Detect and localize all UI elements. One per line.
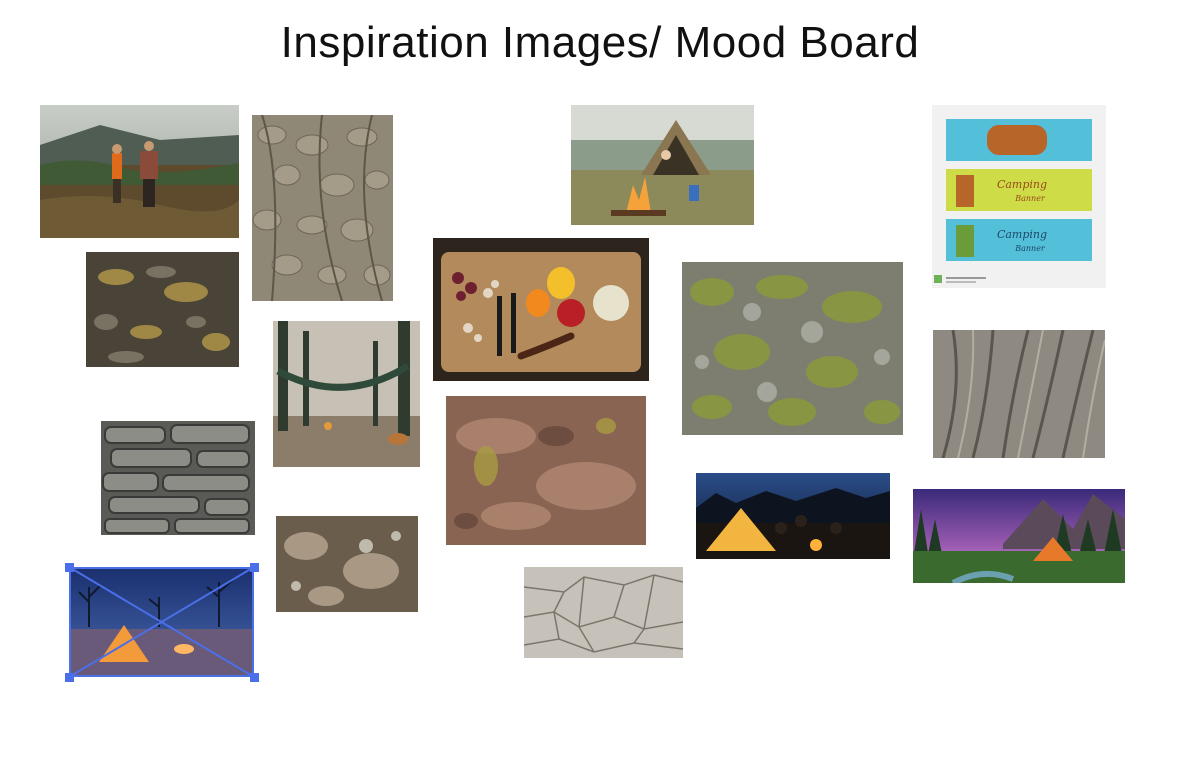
- image-red-rock-texture[interactable]: [446, 396, 646, 545]
- image-campfire-tent[interactable]: [571, 105, 754, 225]
- banner-3-sublabel: Banner: [1014, 244, 1046, 253]
- image-cracked-earth[interactable]: [524, 567, 683, 658]
- image-tent-campfire-night[interactable]: [696, 473, 890, 559]
- image-hammock-camp[interactable]: [273, 321, 420, 467]
- image-ivy-wall[interactable]: [252, 115, 393, 301]
- image-camp-tent-night[interactable]: [69, 567, 254, 677]
- resize-handle-bottom-left[interactable]: [65, 673, 74, 682]
- banner-2-sublabel: Banner: [1014, 194, 1046, 203]
- selection-cross: [69, 567, 254, 677]
- banner-2-label: Camping: [997, 178, 1047, 191]
- selection-box: [69, 567, 254, 677]
- image-cutting-board-food[interactable]: [433, 238, 649, 381]
- page-title: Inspiration Images/ Mood Board: [280, 18, 920, 67]
- image-camping-banners[interactable]: Camping Banner Camping Banner: [932, 105, 1106, 288]
- resize-handle-top-left[interactable]: [65, 563, 74, 572]
- image-rock-lichen-close[interactable]: [276, 516, 418, 612]
- image-lichen-rock-dark[interactable]: [86, 252, 239, 367]
- resize-handle-bottom-right[interactable]: [250, 673, 259, 682]
- image-hikers-meadow[interactable]: [40, 105, 239, 238]
- image-tree-trunk[interactable]: [933, 330, 1105, 458]
- banner-3-label: Camping: [997, 228, 1047, 241]
- image-mountain-tent-dusk[interactable]: [913, 489, 1125, 583]
- resize-handle-top-right[interactable]: [250, 563, 259, 572]
- image-green-lichen[interactable]: [682, 262, 903, 435]
- image-bark-texture[interactable]: [101, 421, 255, 535]
